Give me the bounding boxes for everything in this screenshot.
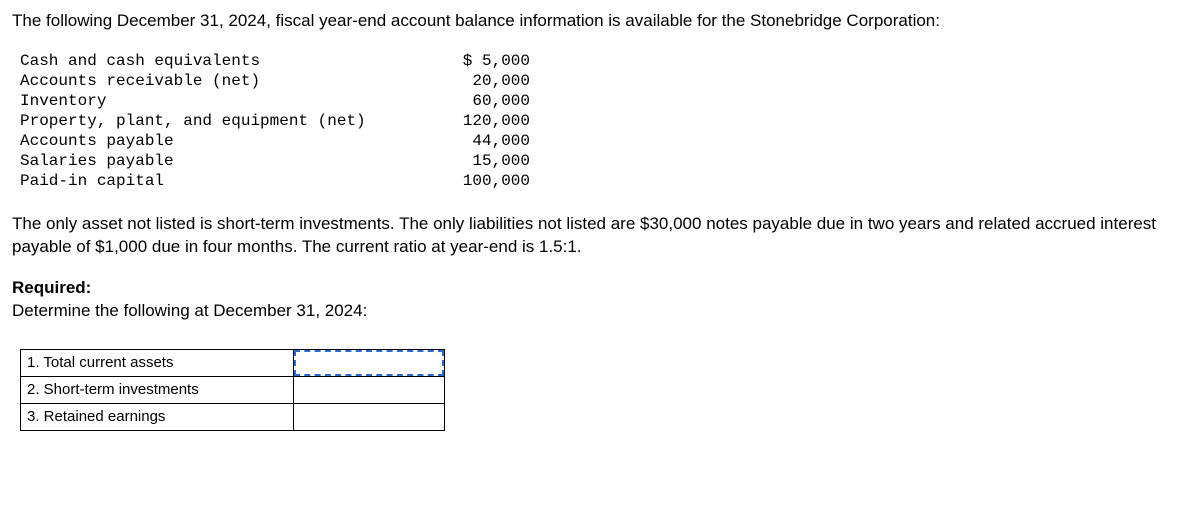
balance-row: Salaries payable15,000 [20,151,530,171]
answer-label: 3. Retained earnings [21,403,294,430]
answer-table: 1. Total current assets2. Short-term inv… [20,349,445,431]
answer-label: 2. Short-term investments [21,376,294,403]
intro-paragraph: The following December 31, 2024, fiscal … [12,10,1188,33]
balance-label: Paid-in capital [20,171,440,191]
balance-label: Property, plant, and equipment (net) [20,111,440,131]
balance-row: Property, plant, and equipment (net)120,… [20,111,530,131]
balance-label: Salaries payable [20,151,440,171]
answer-cell [294,403,445,430]
balance-label: Accounts payable [20,131,440,151]
balance-value: 15,000 [440,151,530,171]
answer-input[interactable] [294,350,444,376]
balance-value: 60,000 [440,91,530,111]
balance-value: $ 5,000 [440,51,530,71]
answer-input[interactable] [294,404,444,430]
balance-label: Inventory [20,91,440,111]
account-balances-table: Cash and cash equivalents$ 5,000Accounts… [20,51,530,191]
balance-value: 44,000 [440,131,530,151]
required-instruction: Determine the following at December 31, … [12,301,367,320]
balance-row: Accounts payable44,000 [20,131,530,151]
balance-value: 20,000 [440,71,530,91]
answer-row: 1. Total current assets [21,349,445,376]
balance-row: Cash and cash equivalents$ 5,000 [20,51,530,71]
balance-label: Cash and cash equivalents [20,51,440,71]
answer-cell [294,376,445,403]
required-block: Required: Determine the following at Dec… [12,277,1188,323]
answer-cell [294,349,445,376]
answer-row: 2. Short-term investments [21,376,445,403]
balance-row: Paid-in capital100,000 [20,171,530,191]
answer-label: 1. Total current assets [21,349,294,376]
balance-value: 120,000 [440,111,530,131]
balance-value: 100,000 [440,171,530,191]
balance-row: Accounts receivable (net)20,000 [20,71,530,91]
answer-input[interactable] [294,377,444,403]
balance-label: Accounts receivable (net) [20,71,440,91]
balance-row: Inventory60,000 [20,91,530,111]
additional-info-paragraph: The only asset not listed is short-term … [12,213,1188,259]
required-heading: Required: [12,278,91,297]
answer-row: 3. Retained earnings [21,403,445,430]
